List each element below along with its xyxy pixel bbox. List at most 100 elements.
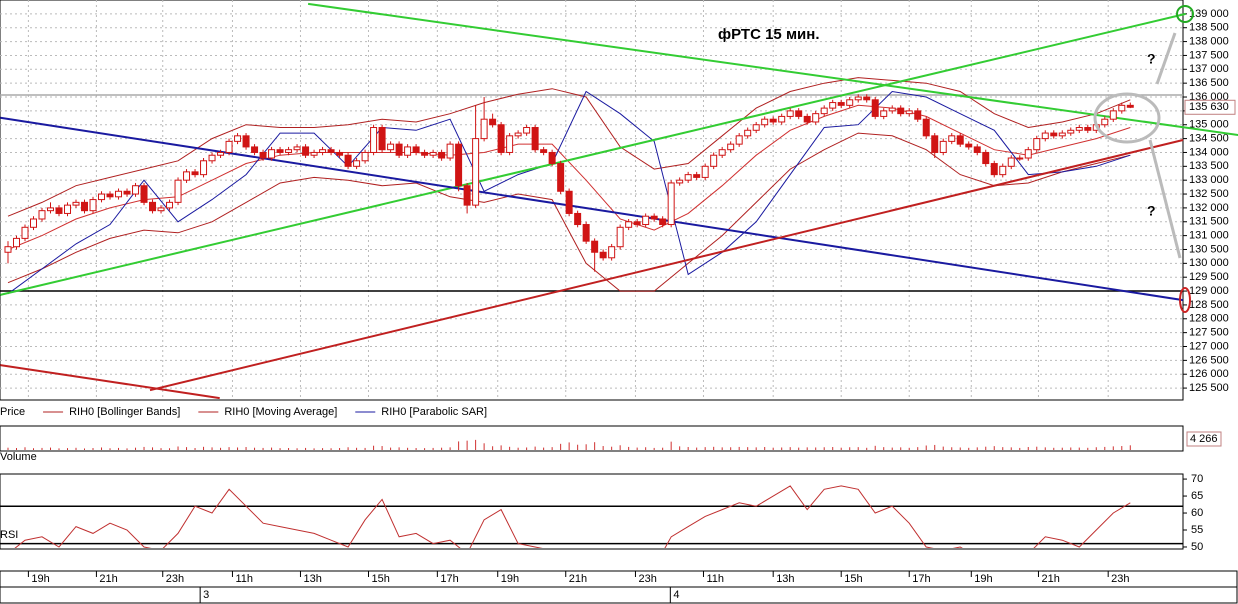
candle-body — [344, 154, 352, 167]
y-tick-label: 138 500 — [1189, 22, 1229, 34]
indicator-line — [7, 104, 1131, 250]
y-tick-label: 129 500 — [1189, 271, 1229, 283]
x-tick-label: 17h — [440, 573, 458, 585]
candle-body — [625, 221, 633, 228]
x-tick-label: 11h — [235, 573, 253, 585]
y-tick-label: 134 000 — [1189, 146, 1229, 158]
indicator-line — [7, 90, 1131, 295]
rsi-clip — [14, 485, 1131, 548]
y-tick-label: 133 500 — [1189, 160, 1229, 172]
candle-body — [608, 246, 616, 259]
y-tick-label: 129 000 — [1189, 285, 1229, 297]
candle-body — [752, 124, 760, 131]
candle-body — [718, 149, 726, 156]
candle-body — [489, 118, 497, 126]
candle-body — [659, 218, 667, 226]
candle-body — [854, 96, 862, 101]
x-tick-label: 19h — [974, 573, 992, 585]
candle-body — [421, 151, 429, 156]
last-volume-label: 4 266 — [1190, 433, 1218, 445]
x-tick-label: 13h — [303, 573, 321, 585]
trend-line — [0, 116, 1184, 302]
candle-body — [98, 193, 106, 201]
candle-body — [285, 149, 293, 153]
candle-body — [591, 240, 599, 253]
x-tick-label: 15h — [371, 573, 389, 585]
candle-body — [166, 201, 174, 209]
y-tick-label: 139 000 — [1189, 8, 1229, 20]
volume-panel — [0, 425, 1184, 452]
candle-body — [446, 143, 454, 159]
day-axis — [0, 586, 1238, 604]
x-tick-label: 13h — [776, 573, 794, 585]
candle-body — [132, 185, 140, 195]
y-tick-label: 132 000 — [1189, 202, 1229, 214]
rsi-tick-label: 55 — [1191, 524, 1203, 536]
candle-body — [786, 110, 794, 117]
candle-body — [463, 185, 471, 206]
candle-body — [829, 102, 837, 109]
candle-body — [115, 190, 123, 198]
candle-body — [548, 151, 556, 165]
candle-body — [582, 224, 590, 242]
candle-body — [667, 182, 675, 226]
candle-body — [642, 215, 650, 226]
x-tick-label: 21h — [99, 573, 117, 585]
candle-body — [429, 151, 437, 156]
candle-body — [735, 135, 743, 145]
candle-body — [523, 127, 531, 134]
candle-body — [837, 102, 845, 106]
candle-body — [225, 140, 233, 153]
candle-body — [710, 154, 718, 167]
highlight-circle — [1093, 92, 1161, 144]
candle-body — [319, 149, 327, 153]
candle-body — [242, 135, 250, 148]
candle-body — [1007, 157, 1015, 167]
candle-body — [387, 143, 395, 151]
candle-body — [234, 135, 242, 142]
candle-body — [1075, 127, 1083, 131]
candle-body — [183, 171, 191, 181]
candle-body — [803, 115, 811, 123]
candle-body — [999, 165, 1007, 176]
indicator-line — [7, 77, 1131, 217]
candle-body — [540, 149, 548, 153]
candle-body — [336, 151, 344, 156]
y-tick-label: 127 500 — [1189, 327, 1229, 339]
x-tick-label: 19h — [31, 573, 49, 585]
candle-body — [982, 151, 990, 165]
candle-body — [506, 135, 514, 153]
y-tick-label: 127 000 — [1189, 340, 1229, 352]
candle-body — [948, 135, 956, 142]
rsi-tick-label: 65 — [1191, 490, 1203, 502]
trend-line — [0, 364, 220, 400]
candle-body — [404, 146, 412, 156]
last-price-label: 135 630 — [1189, 101, 1229, 113]
highlight-circle — [1176, 5, 1194, 23]
y-tick-label: 137 500 — [1189, 49, 1229, 61]
legend-label: RIH0 [Parabolic SAR] — [381, 406, 487, 418]
pointer-line — [1155, 32, 1177, 85]
y-tick-label: 136 500 — [1189, 77, 1229, 89]
rsi-tick-label: 50 — [1191, 541, 1203, 553]
candle-body — [897, 107, 905, 115]
y-tick-label: 138 000 — [1189, 35, 1229, 47]
legend-label: RIH0 [Moving Average] — [224, 406, 337, 418]
candle-body — [47, 207, 55, 212]
candle-body — [1118, 104, 1126, 112]
candle-body — [174, 179, 182, 203]
y-tick-label: 128 500 — [1189, 299, 1229, 311]
candle-body — [514, 132, 522, 137]
x-tick-label: 23h — [1111, 573, 1129, 585]
candle-body — [922, 118, 930, 137]
candle-body — [1101, 118, 1109, 126]
candle-body — [123, 190, 131, 195]
pointer-line — [1148, 139, 1182, 259]
x-tick-label: 17h — [912, 573, 930, 585]
rsi-tick-label: 60 — [1191, 507, 1203, 519]
x-tick-label: 19h — [501, 573, 519, 585]
x-tick-label: 11h — [706, 573, 724, 585]
candle-body — [531, 127, 539, 151]
candle-body — [1041, 132, 1049, 140]
x-tick-label: 23h — [638, 573, 656, 585]
